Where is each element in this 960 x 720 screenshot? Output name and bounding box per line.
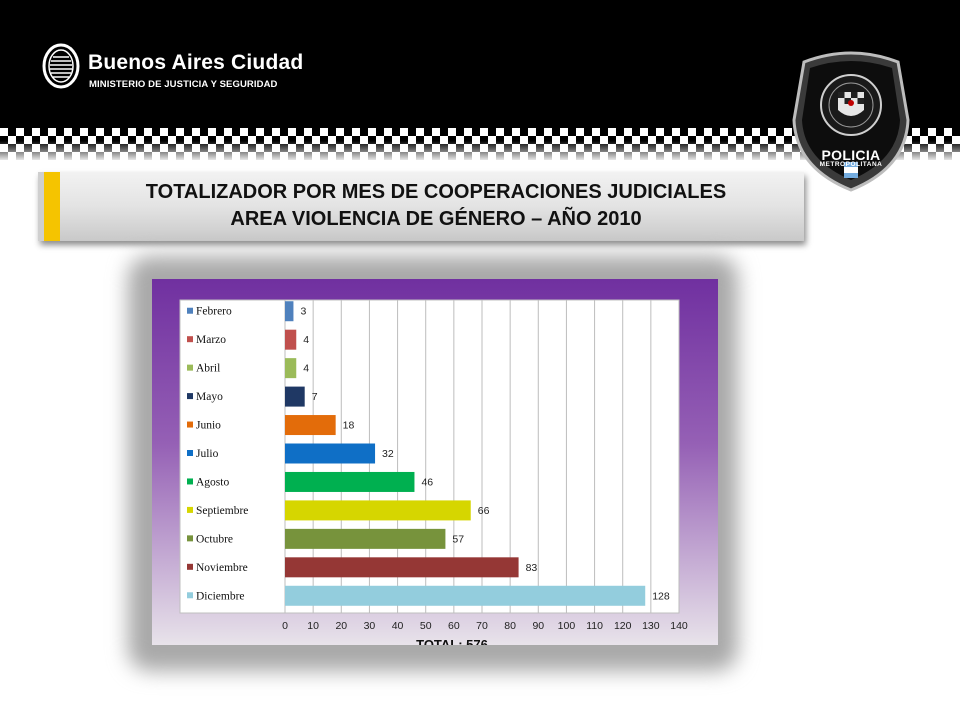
legend-swatch: [187, 421, 193, 428]
category-label: Julio: [196, 448, 219, 460]
slide-title-line-2: AREA VIOLENCIA DE GÉNERO – AÑO 2010: [230, 208, 642, 230]
total-annotation: TOTAL: 576: [416, 637, 488, 645]
legend-swatch: [187, 393, 193, 400]
data-label: 83: [526, 562, 538, 574]
x-tick-label: 100: [558, 620, 576, 632]
x-tick-label: 10: [307, 620, 319, 632]
data-label: 4: [303, 363, 309, 375]
category-label: Abril: [196, 363, 220, 375]
bar: [285, 528, 446, 549]
x-tick-label: 110: [586, 620, 603, 632]
badge-title: POLICIA: [821, 147, 881, 163]
legend-swatch: [187, 592, 193, 599]
bar: [285, 415, 336, 436]
x-tick-label: 90: [532, 620, 544, 632]
brand-subtitle: MINISTERIO DE JUSTICIA Y SEGURIDAD: [89, 79, 278, 90]
bar: [285, 443, 376, 464]
buenos-aires-logo-icon: [42, 43, 80, 89]
data-label: 4: [303, 334, 309, 346]
bar: [285, 301, 294, 322]
data-label: 66: [478, 505, 490, 517]
category-label: Mayo: [196, 391, 223, 403]
x-tick-label: 140: [670, 620, 688, 632]
x-tick-label: 50: [420, 620, 432, 632]
legend-swatch: [187, 336, 193, 343]
bar: [285, 557, 519, 578]
x-tick-label: 30: [364, 620, 376, 632]
slide-title-line-1: TOTALIZADOR POR MES DE COOPERACIONES JUD…: [145, 181, 727, 203]
category-label: Diciembre: [196, 590, 245, 602]
bar: [285, 386, 305, 407]
legend-swatch: [187, 563, 193, 570]
bar: [285, 358, 297, 379]
brand-title: Buenos Aires Ciudad: [88, 51, 304, 74]
bar-chart: 0 10 20 30 40 50 60 70 80 90 100 110 120 130 140 Febrer…: [179, 299, 688, 645]
category-label: Agosto: [196, 476, 229, 488]
data-label: 57: [452, 533, 464, 545]
category-label: Junio: [196, 420, 221, 432]
category-label: Marzo: [196, 334, 226, 346]
category-label: Noviembre: [196, 562, 248, 574]
x-tick-label: 20: [335, 620, 347, 632]
data-label: 7: [312, 391, 318, 403]
x-tick-label: 120: [614, 620, 632, 632]
bar: [285, 500, 471, 521]
legend-swatch: [187, 478, 193, 485]
legend-swatch: [187, 450, 193, 456]
x-tick-label: 80: [504, 620, 516, 632]
police-badge-icon: [792, 51, 910, 192]
slide-title-box: TOTALIZADOR POR MES DE COOPERACIONES JUD…: [38, 172, 804, 241]
data-label: 46: [421, 476, 433, 488]
data-label: 3: [300, 306, 306, 318]
data-label: 18: [343, 420, 355, 432]
bar: [285, 329, 297, 350]
legend-swatch: [187, 364, 193, 371]
category-label: Febrero: [196, 306, 232, 318]
title-accent-bar: [38, 172, 60, 241]
category-label: Octubre: [196, 533, 233, 545]
x-tick-label: 60: [448, 620, 460, 632]
slide-title: TOTALIZADOR POR MES DE COOPERACIONES JUD…: [76, 179, 796, 233]
data-label: 128: [652, 590, 670, 602]
legend-swatch: [187, 535, 193, 542]
x-tick-label: 130: [642, 620, 660, 632]
x-tick-label: 0: [282, 620, 288, 632]
legend-swatch: [187, 307, 193, 314]
bar: [285, 585, 646, 606]
data-label: 32: [382, 448, 394, 460]
legend-swatch: [187, 506, 193, 513]
bar: [285, 471, 415, 492]
badge-subtitle: METROPOLITANA: [819, 161, 883, 168]
x-tick-label: 40: [392, 620, 404, 632]
category-label: Septiembre: [196, 505, 248, 517]
x-tick-label: 70: [476, 620, 488, 632]
